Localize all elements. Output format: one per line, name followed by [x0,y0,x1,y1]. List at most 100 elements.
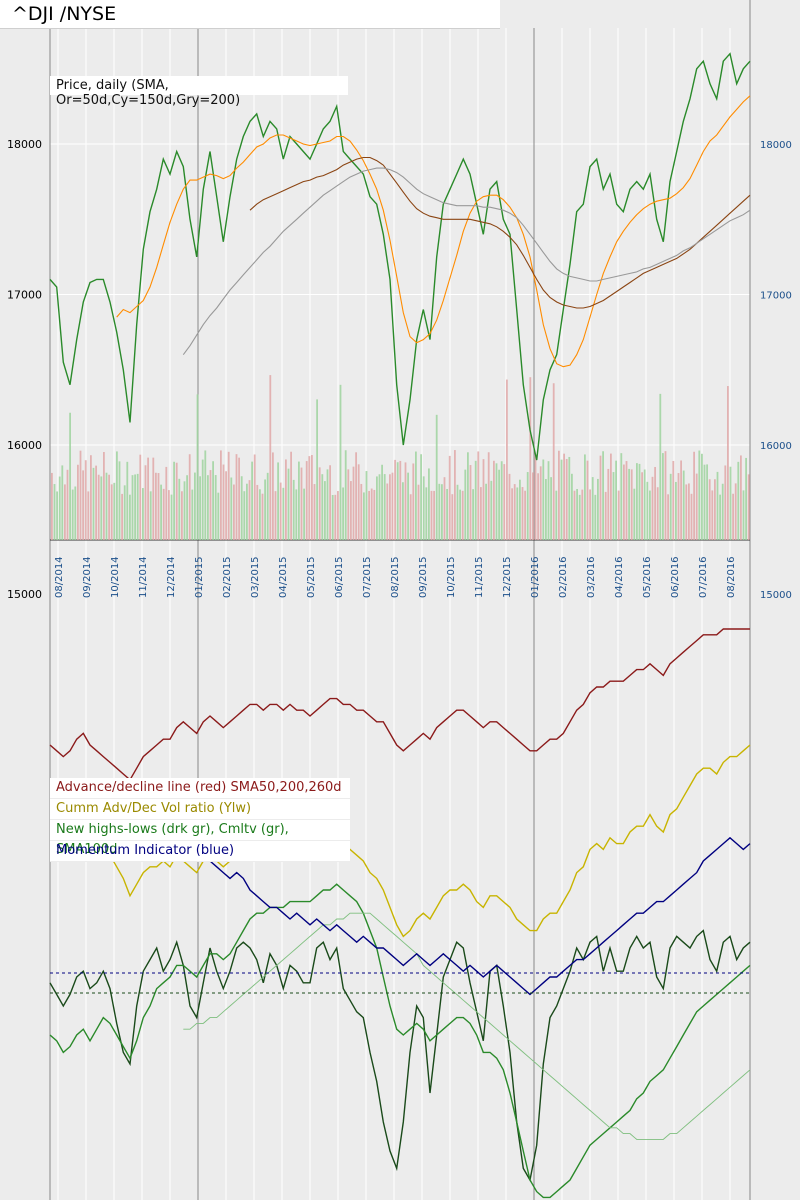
volume-bar [560,459,563,540]
volume-bar [485,483,487,540]
indicator-series-cumulative-highs-lows [49,883,751,1199]
volume-bar [558,450,560,540]
price-series-sma-200d [182,167,751,356]
volume-bar [329,465,331,540]
volume-bar [552,383,555,540]
volume-bar [58,476,61,540]
x-tick-label: 09/2015 [418,556,429,598]
volume-bar [698,450,701,540]
volume-bar [370,488,373,540]
indicator-series-sma100d [183,912,751,1140]
price-series-price [49,52,751,461]
volume-bar [53,484,56,540]
indicator-legend: Advance/decline line (red) SMA50,200,260… [50,778,350,862]
volume-bar [638,463,641,540]
volume-bar [383,474,386,540]
volume-bar [443,477,446,540]
volume-bar [381,464,383,540]
volume-bar [77,464,79,540]
volume-bar [490,480,493,540]
volume-bar [737,461,740,540]
volume-bar [643,469,646,540]
volume-bar [90,455,92,540]
volume-bar [71,489,74,540]
volume-bar [407,472,409,540]
volume-bar [430,490,433,540]
volume-bar [243,491,246,540]
volume-bar [734,483,737,540]
volume-bar [134,474,136,540]
volume-bar [724,465,727,540]
legend-item-new-highs-lows: New highs-lows (drk gr), Cmltv (gr), SMA… [50,820,350,857]
x-tick-label: 03/2015 [250,556,261,598]
volume-bar [745,457,747,540]
volume-bar [714,479,716,540]
volume-bar [659,393,662,540]
volume-bar [147,457,149,540]
volume-bar [318,467,321,540]
volume-bar [126,461,129,540]
volume-bar [261,493,264,540]
x-tick-label: 04/2016 [614,556,625,598]
volume-bar [110,484,113,540]
indicator-series-momentum-indicator [182,836,751,996]
volume-bar [157,473,160,540]
volume-bar [266,472,269,540]
volume-bar [682,470,685,540]
volume-bar [576,488,578,540]
volume-bar [719,494,721,540]
volume-bar [360,483,363,540]
volume-bar [131,475,134,540]
volume-bar [225,471,227,540]
volume-bar [641,472,643,540]
volume-bar [526,472,529,540]
volume-bar [680,460,682,540]
volume-bar [56,491,58,540]
volume-bar [95,465,97,540]
volume-bar [82,470,84,540]
volume-bar [711,490,714,540]
volume-bar [482,459,485,540]
volume-bar [355,452,357,540]
volume-bar [685,484,688,540]
volume-bar [389,474,391,540]
volume-bar [610,453,612,540]
x-tick-label: 04/2015 [278,556,289,598]
volume-bar [191,489,194,540]
volume-bar [87,491,90,540]
volume-bar [277,462,279,540]
volume-bar [79,450,82,540]
volume-bar [165,466,168,540]
volume-bar [376,476,378,540]
x-tick-label: 03/2016 [586,556,597,598]
volume-bar [298,461,300,540]
volume-bar [399,460,402,540]
volume-bar [625,461,628,540]
volume-bar [495,463,498,540]
volume-bar [220,450,222,540]
x-tick-label: 02/2016 [558,556,569,598]
x-tick-label: 08/2015 [390,556,401,598]
indicator-series-new-highs-lows [49,929,751,1182]
y-tick-label-right: 17000 [760,291,792,302]
volume-bar [435,414,438,540]
volume-bar [300,467,303,540]
volume-bar [269,375,272,540]
volume-bar [591,477,594,540]
volume-bar [181,491,183,540]
volume-bar [235,454,238,540]
volume-bar [602,451,604,540]
volume-bar [331,494,334,540]
volume-bar [61,465,64,540]
x-tick-label: 01/2016 [530,556,541,598]
volume-bar [672,460,675,540]
volume-bar [677,473,680,540]
volume-bar [433,490,435,540]
volume-bar [313,484,316,540]
volume-bar [178,478,181,540]
volume-bar [230,477,233,540]
x-tick-label: 12/2014 [166,556,177,598]
volume-bar [118,461,121,540]
volume-bar [342,487,344,540]
volume-bar [170,494,173,540]
